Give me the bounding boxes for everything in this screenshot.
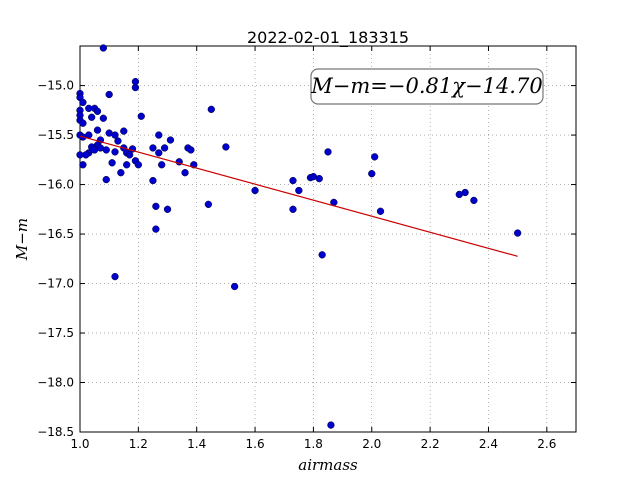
- data-point: [149, 176, 157, 185]
- data-point: [368, 170, 376, 178]
- data-point: [102, 175, 110, 184]
- data-point: [99, 44, 107, 52]
- data-point: [99, 114, 107, 122]
- data-point: [111, 131, 119, 139]
- fit-line: [79, 135, 518, 257]
- axis-ticks: [79, 46, 576, 433]
- y-tick-label: −18.5: [37, 425, 74, 439]
- y-tick-label: −16.5: [37, 227, 74, 241]
- data-point: [108, 159, 116, 167]
- data-point: [315, 174, 323, 183]
- x-tick-labels: 1.0 1.2 1.4 1.6 1.8 2.0 2.2 2.4 2.6: [70, 437, 556, 451]
- data-point: [181, 169, 189, 177]
- y-tick-label: −17.0: [37, 277, 74, 291]
- fit-equation: M−m=−0.81χ−14.70: [310, 74, 542, 98]
- data-point: [289, 205, 297, 213]
- plot-frame: [79, 45, 577, 433]
- y-tick-label: −16.0: [37, 178, 74, 192]
- data-point: [93, 107, 102, 115]
- data-point: [79, 98, 87, 107]
- data-point: [155, 149, 163, 157]
- data-point: [125, 151, 134, 159]
- data-point: [230, 282, 239, 291]
- data-point: [289, 176, 297, 185]
- data-point: [137, 112, 145, 120]
- data-point: [134, 161, 143, 169]
- data-point: [111, 148, 119, 156]
- data-point: [155, 131, 163, 139]
- data-point: [93, 126, 102, 134]
- data-point: [76, 151, 84, 159]
- data-points: [76, 44, 522, 429]
- data-point: [160, 144, 169, 152]
- data-point: [111, 272, 119, 281]
- x-tick-label: 1.8: [304, 437, 323, 451]
- fit-equation-box: M−m=−0.81χ−14.70: [310, 68, 544, 105]
- data-point: [166, 136, 175, 144]
- data-point: [376, 207, 385, 215]
- chart-title: 2022-02-01_183315: [247, 28, 409, 48]
- data-point: [513, 229, 522, 237]
- data-point: [152, 202, 160, 210]
- data-point: [324, 148, 332, 156]
- data-point: [102, 146, 110, 154]
- data-point: [117, 169, 125, 177]
- data-point: [371, 153, 379, 161]
- y-tick-label: −17.5: [37, 326, 74, 340]
- data-point: [163, 205, 172, 213]
- data-point: [470, 196, 478, 205]
- data-point: [123, 161, 131, 169]
- data-point: [79, 161, 87, 169]
- x-tick-label: 2.2: [421, 437, 440, 451]
- x-axis-label: airmass: [298, 456, 358, 474]
- data-point: [187, 146, 195, 154]
- data-point: [461, 188, 469, 197]
- data-point: [149, 144, 157, 152]
- y-tick-labels: −15.0 −15.5 −16.0 −16.5 −17.0 −17.5 −18.0 −18.5: [37, 79, 74, 439]
- data-point: [204, 200, 213, 209]
- data-point: [105, 90, 113, 99]
- data-point: [158, 161, 166, 169]
- data-point: [251, 186, 259, 195]
- x-tick-label: 2.6: [537, 437, 556, 451]
- x-tick-label: 1.4: [187, 437, 206, 451]
- y-axis-label: M−m: [13, 218, 31, 261]
- x-tick-label: 2.0: [362, 437, 381, 451]
- data-point: [114, 137, 122, 145]
- data-point: [88, 113, 96, 121]
- x-tick-label: 2.4: [479, 437, 498, 451]
- x-tick-label: 1.6: [246, 437, 265, 451]
- y-tick-label: −15.0: [37, 79, 74, 93]
- data-point: [222, 143, 230, 151]
- data-point: [131, 83, 140, 92]
- x-tick-label: 1.2: [129, 437, 148, 451]
- x-tick-label: 1.0: [70, 437, 89, 451]
- y-tick-label: −18.0: [37, 376, 74, 390]
- data-point: [327, 421, 335, 429]
- data-point: [152, 225, 160, 233]
- data-point: [79, 119, 87, 127]
- data-point: [120, 127, 128, 135]
- data-point: [295, 186, 303, 195]
- data-point: [318, 251, 326, 259]
- y-tick-label: −15.5: [37, 128, 74, 142]
- data-point: [207, 105, 215, 113]
